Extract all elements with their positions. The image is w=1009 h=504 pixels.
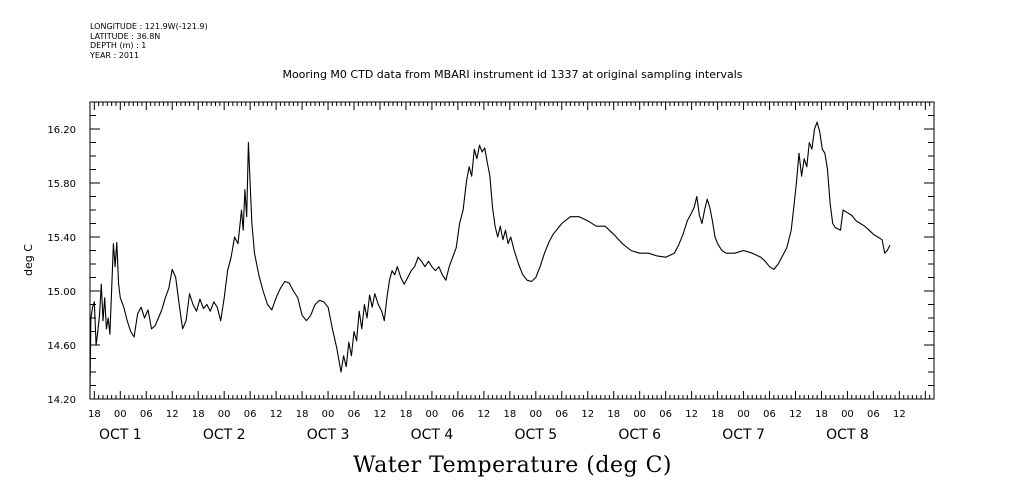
x-date-label: OCT 5 <box>514 427 557 443</box>
x-tick-label: 00 <box>529 409 542 420</box>
temperature-series-line <box>89 121 891 390</box>
ticks-layer <box>89 101 935 400</box>
x-tick-label: 00 <box>322 409 335 420</box>
x-tick-label: 00 <box>841 409 854 420</box>
x-tick-label: 00 <box>218 409 231 420</box>
y-tick-label: 16.20 <box>47 125 76 136</box>
x-tick-label: 18 <box>815 409 828 420</box>
x-tick-label: 06 <box>244 409 257 420</box>
x-tick-label: 18 <box>503 409 516 420</box>
x-tick-label: 06 <box>140 409 153 420</box>
x-tick-label: 18 <box>192 409 205 420</box>
x-tick-label: 12 <box>477 409 490 420</box>
year-label: YEAR : 2011 <box>90 50 140 60</box>
x-tick-label: 00 <box>737 409 750 420</box>
metadata-block: LONGITUDE : 121.9W(-121.9) LATITUDE : 36… <box>90 22 208 60</box>
x-tick-label: 12 <box>270 409 283 420</box>
x-date-label: OCT 8 <box>826 427 869 443</box>
x-tick-label: 18 <box>607 409 620 420</box>
x-date-label: OCT 1 <box>99 427 142 443</box>
y-tick-label: 15.40 <box>47 233 76 244</box>
labels-layer: 14.20 14.60 15.00 15.40 15.80 16.20 18 00 06 12 18… <box>47 125 905 443</box>
y-tick-label: 15.00 <box>47 287 76 298</box>
x-tick-label: 12 <box>166 409 179 420</box>
x-tick-label: 18 <box>88 409 101 420</box>
x-date-label: OCT 2 <box>203 427 246 443</box>
latitude-label: LATITUDE : 36.8N <box>90 31 161 41</box>
y-tick-label: 14.60 <box>47 341 76 352</box>
axes-layer <box>89 101 935 400</box>
x-axis-label: Water Temperature (deg C) <box>353 453 672 478</box>
x-tick-label: 18 <box>711 409 724 420</box>
x-tick-label: 00 <box>426 409 439 420</box>
x-date-label: OCT 6 <box>618 427 661 443</box>
x-tick-label: 06 <box>452 409 465 420</box>
x-tick-label: 00 <box>633 409 646 420</box>
x-tick-label: 18 <box>400 409 413 420</box>
x-date-label: OCT 4 <box>411 427 454 443</box>
x-tick-label: 12 <box>685 409 698 420</box>
x-date-label: OCT 7 <box>722 427 765 443</box>
plot-frame <box>89 101 935 400</box>
x-tick-label: 18 <box>296 409 309 420</box>
y-tick-label: 14.20 <box>47 395 76 406</box>
depth-label: DEPTH (m) : 1 <box>90 41 147 50</box>
x-tick-label: 06 <box>867 409 880 420</box>
x-tick-label: 00 <box>114 409 127 420</box>
x-tick-label: 12 <box>789 409 802 420</box>
x-tick-label: 06 <box>659 409 672 420</box>
x-date-label: OCT 3 <box>307 427 350 443</box>
x-tick-label: 12 <box>893 409 906 420</box>
x-tick-label: 06 <box>763 409 776 420</box>
series-layer <box>89 121 891 390</box>
y-tick-label: 15.80 <box>47 179 76 190</box>
x-tick-label: 06 <box>555 409 568 420</box>
x-tick-label: 12 <box>581 409 594 420</box>
chart-title: Mooring M0 CTD data from MBARI instrumen… <box>282 68 743 81</box>
x-tick-label: 06 <box>348 409 361 420</box>
x-tick-label: 12 <box>374 409 387 420</box>
longitude-label: LONGITUDE : 121.9W(-121.9) <box>90 22 208 31</box>
